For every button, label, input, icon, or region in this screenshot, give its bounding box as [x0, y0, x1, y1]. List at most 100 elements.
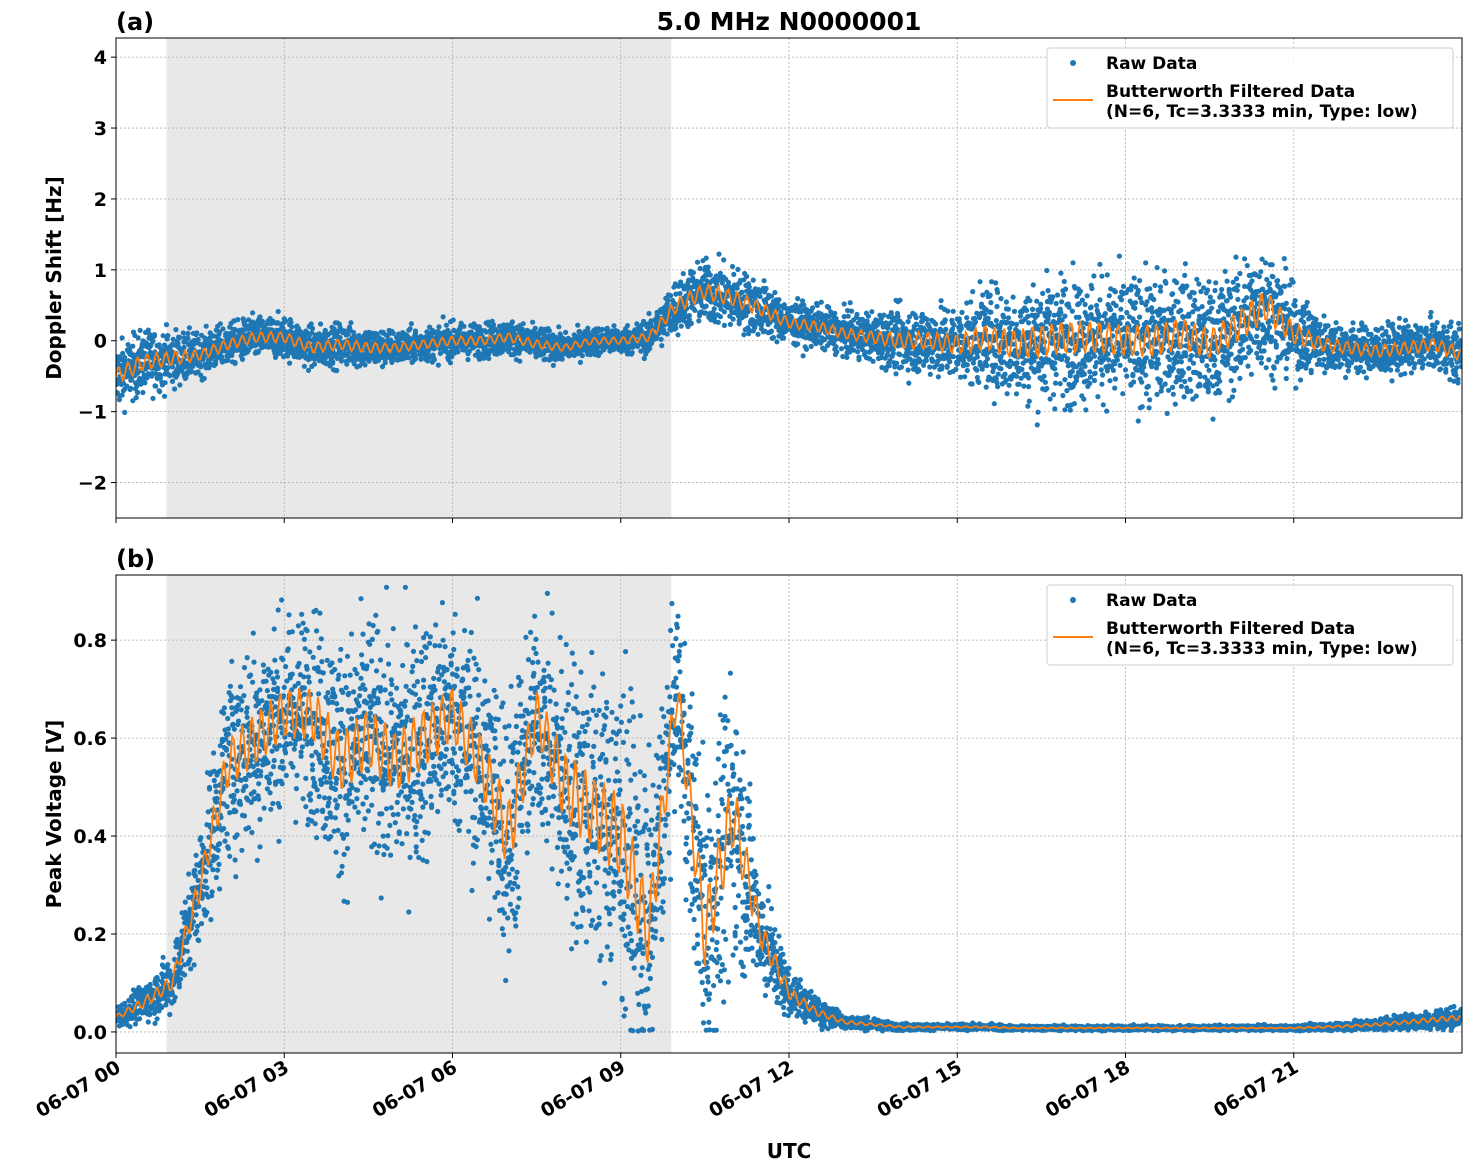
raw-data-point [688, 320, 695, 326]
raw-data-point [188, 368, 194, 374]
raw-data-point [1104, 408, 1110, 414]
raw-data-point [1153, 348, 1160, 355]
raw-data-point [1102, 311, 1108, 317]
raw-data-point [1157, 377, 1164, 383]
raw-data-point [959, 309, 965, 315]
raw-data-point [1167, 357, 1173, 363]
raw-data-point [435, 362, 441, 368]
raw-data-point [1094, 360, 1100, 366]
raw-data-point [201, 375, 207, 382]
raw-data-point [455, 349, 461, 355]
raw-data-point [1052, 380, 1059, 386]
raw-data-point [185, 335, 191, 341]
raw-data-point [673, 325, 679, 331]
raw-data-point [449, 354, 455, 360]
raw-data-point [250, 310, 256, 316]
raw-data-point [1026, 375, 1032, 381]
raw-data-point [944, 364, 950, 370]
raw-data-point [993, 280, 999, 286]
raw-data-point [486, 355, 492, 362]
raw-data-point [600, 326, 606, 332]
raw-data-point [198, 372, 204, 378]
raw-data-point [527, 349, 533, 355]
raw-data-point [1070, 260, 1076, 266]
raw-data-point [962, 374, 968, 380]
raw-data-point [678, 279, 684, 285]
raw-data-point [1212, 357, 1218, 363]
raw-data-point [1180, 370, 1186, 376]
raw-data-point [1161, 268, 1168, 274]
raw-data-point [1220, 294, 1226, 300]
raw-data-point [1172, 401, 1178, 407]
raw-data-point [1092, 370, 1098, 376]
raw-data-point [530, 319, 536, 325]
raw-data-point [1014, 360, 1020, 366]
raw-data-point [1045, 288, 1051, 294]
raw-data-point [177, 334, 183, 341]
raw-data-point [124, 383, 130, 389]
raw-data-point [668, 293, 674, 299]
raw-data-point [1143, 355, 1149, 361]
raw-data-point [690, 270, 697, 276]
raw-data-point [1050, 294, 1056, 300]
raw-data-point [845, 313, 851, 319]
raw-data-point [1141, 364, 1147, 370]
raw-data-point [165, 365, 171, 371]
raw-data-point [1139, 379, 1145, 385]
raw-data-point [1206, 367, 1212, 373]
raw-data-point [1190, 360, 1197, 366]
raw-data-point [1107, 378, 1113, 384]
raw-data-point [447, 360, 454, 366]
raw-data-point [1084, 293, 1090, 299]
raw-data-point [1069, 368, 1075, 375]
raw-data-point [1112, 289, 1118, 295]
raw-data-point [130, 343, 136, 349]
raw-data-point [571, 352, 577, 358]
raw-data-point [865, 313, 872, 319]
raw-data-point [1001, 350, 1007, 356]
raw-data-point [951, 322, 957, 328]
raw-data-point [217, 321, 223, 327]
raw-data-point [1010, 294, 1016, 300]
raw-data-point [893, 371, 899, 377]
raw-data-point [337, 335, 343, 341]
raw-data-point [729, 263, 736, 270]
raw-data-point [122, 354, 128, 361]
raw-data-point [241, 319, 248, 325]
raw-data-point [173, 327, 179, 333]
raw-data-point [194, 330, 200, 336]
raw-data-point [1197, 373, 1203, 379]
raw-data-point [950, 353, 956, 360]
raw-data-point [1091, 353, 1098, 359]
raw-data-point [1119, 314, 1125, 321]
raw-data-point [1100, 402, 1106, 408]
raw-data-point [939, 366, 945, 372]
raw-data-point [149, 370, 155, 377]
raw-data-point [1124, 309, 1130, 316]
raw-data-point [1082, 363, 1088, 369]
raw-data-point [436, 324, 442, 330]
raw-data-point [1024, 307, 1030, 313]
raw-data-point [995, 384, 1001, 390]
raw-data-point [1178, 359, 1184, 365]
raw-data-point [1196, 281, 1202, 287]
raw-data-point [1135, 418, 1141, 424]
raw-data-point [884, 352, 890, 358]
raw-data-point [1171, 303, 1177, 309]
raw-data-point [1050, 392, 1057, 398]
shaded-region [166, 38, 672, 518]
raw-data-point [1152, 282, 1158, 288]
raw-data-point [638, 348, 644, 354]
raw-data-point [697, 265, 703, 272]
raw-data-point [984, 356, 991, 362]
raw-data-point [1228, 378, 1234, 384]
raw-data-point [1059, 299, 1065, 305]
raw-data-point [1137, 278, 1143, 284]
raw-data-point [1063, 286, 1069, 292]
raw-data-point [1154, 391, 1160, 397]
raw-data-point [246, 347, 252, 353]
raw-data-point [881, 312, 887, 318]
raw-data-point [548, 356, 555, 362]
raw-data-point [344, 361, 350, 367]
raw-data-point [546, 328, 553, 334]
